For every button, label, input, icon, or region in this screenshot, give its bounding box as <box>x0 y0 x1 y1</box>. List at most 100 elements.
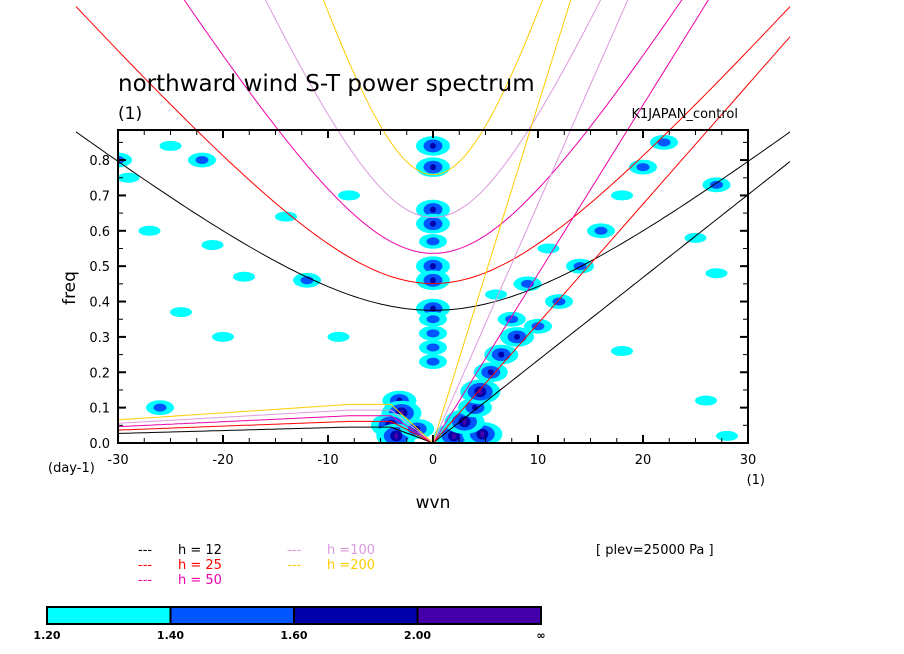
contour-blob <box>480 430 485 438</box>
contour-blob <box>233 271 255 282</box>
contour-blob <box>430 206 436 213</box>
dispersion-legend: --- h = 12 --- h = 25 --- h = 50 --- h =100 --- h… <box>138 543 375 588</box>
mrg-curve <box>117 426 434 443</box>
kelvin-curve <box>432 0 629 443</box>
contour-blob <box>657 138 671 147</box>
legend-label: h = 12 <box>178 543 222 558</box>
gravity-wave-curve <box>183 0 683 254</box>
contour-blob <box>426 329 440 338</box>
contour-blob <box>430 142 436 149</box>
colorbar-segment <box>416 606 542 625</box>
y-tick-label: 0.5 <box>89 260 110 275</box>
legend-label: h =200 <box>327 558 375 573</box>
contour-blob <box>636 163 650 172</box>
contour-blob <box>195 156 209 165</box>
y-unit-label: (day-1) <box>48 461 95 476</box>
y-tick-label: 0.4 <box>89 296 110 311</box>
kelvin-curve <box>432 36 791 443</box>
x-tick-label: -30 <box>107 453 128 468</box>
y-tick-label: 0.7 <box>89 189 110 204</box>
contour-blob <box>138 225 161 236</box>
chart-title: northward wind S-T power spectrum <box>118 71 535 97</box>
contour-blob <box>153 403 167 412</box>
contour-blob <box>452 432 456 440</box>
run-label: K1JAPAN_control <box>632 107 738 122</box>
contour-blob <box>611 346 633 357</box>
kelvin-curve <box>432 161 791 443</box>
contour-blob <box>684 232 707 243</box>
mrg-curve <box>117 415 434 443</box>
y-axis-label: freq <box>60 271 80 305</box>
mrg-curve <box>117 403 434 443</box>
contour-blob <box>430 277 436 284</box>
legend-dash: --- <box>138 573 152 588</box>
contour-blob <box>430 220 436 227</box>
contour-blob <box>426 343 440 352</box>
contour-blob <box>327 331 350 342</box>
colorbar-label: 2.00 <box>404 629 431 642</box>
contour-blob <box>485 289 507 300</box>
mrg-curve <box>117 409 434 443</box>
contour-blob <box>201 239 224 250</box>
legend-dash: --- <box>287 558 301 573</box>
kelvin-curve <box>432 0 572 443</box>
contour-blob <box>705 268 728 279</box>
contour-blob <box>159 140 182 151</box>
y-tick-label: 0.3 <box>89 331 110 346</box>
axis-ticks <box>117 130 749 444</box>
mrg-curve <box>117 420 434 443</box>
x-tick-label: -20 <box>212 453 233 468</box>
contour-blob <box>611 190 633 201</box>
gravity-wave-curve <box>264 0 602 219</box>
contour-blob <box>212 331 234 342</box>
y-tick-label: 0.6 <box>89 225 110 240</box>
legend-label: h =100 <box>327 543 375 558</box>
contour-blob <box>275 211 297 222</box>
contour-blob <box>537 243 560 254</box>
contour-blob <box>487 369 494 376</box>
kelvin-curve <box>432 0 709 443</box>
x-tick-label: 20 <box>635 453 652 468</box>
contour-blob <box>426 357 440 366</box>
contour-blob <box>426 237 440 246</box>
x-tick-label: 30 <box>740 453 757 468</box>
legend-label: h = 50 <box>178 573 222 588</box>
y-tick-label: 0.0 <box>89 437 110 452</box>
contour-blob <box>710 180 723 189</box>
y-tick-labels: 0.0 0.1 0.2 0.3 0.4 0.5 0.6 0.7 0.8 <box>89 154 110 452</box>
contour-blob <box>426 315 440 324</box>
contour-blob <box>514 333 520 340</box>
contour-blob <box>170 307 192 318</box>
legend-dash: --- <box>287 543 301 558</box>
dispersion-curves <box>75 0 791 443</box>
contour-blob <box>594 226 608 235</box>
y-tick-label: 0.1 <box>89 402 110 417</box>
x-unit-label: (1) <box>747 473 765 488</box>
contour-blob <box>430 263 436 270</box>
legend-label: h = 25 <box>178 558 222 573</box>
colorbar-label: 1.20 <box>33 629 60 642</box>
gravity-wave-curve <box>75 131 791 311</box>
contour-blob <box>716 430 738 441</box>
contour-blob <box>462 418 467 426</box>
spectrum-contours <box>118 134 738 443</box>
x-tick-label: 0 <box>429 453 437 468</box>
gravity-wave-curve <box>322 0 544 176</box>
colorbar-label: ∞ <box>536 629 545 642</box>
colorbar-segment <box>46 606 172 625</box>
chart-subtitle: (1) <box>118 104 142 124</box>
contour-blob <box>695 395 717 406</box>
x-tick-labels: -30 -20 -10 0 10 20 30 <box>107 453 756 468</box>
x-tick-label: -10 <box>317 453 338 468</box>
x-axis-label: wvn <box>416 493 451 513</box>
contour-blob <box>394 432 399 440</box>
colorbar: 1.20 1.40 1.60 2.00 ∞ <box>33 606 546 642</box>
colorbar-label: 1.60 <box>280 629 307 642</box>
x-tick-label: 10 <box>530 453 547 468</box>
y-tick-label: 0.2 <box>89 366 110 381</box>
legend-dash: --- <box>138 543 152 558</box>
legend-dash: --- <box>138 558 152 573</box>
contour-blob <box>338 190 360 201</box>
contour-blob <box>498 351 505 358</box>
